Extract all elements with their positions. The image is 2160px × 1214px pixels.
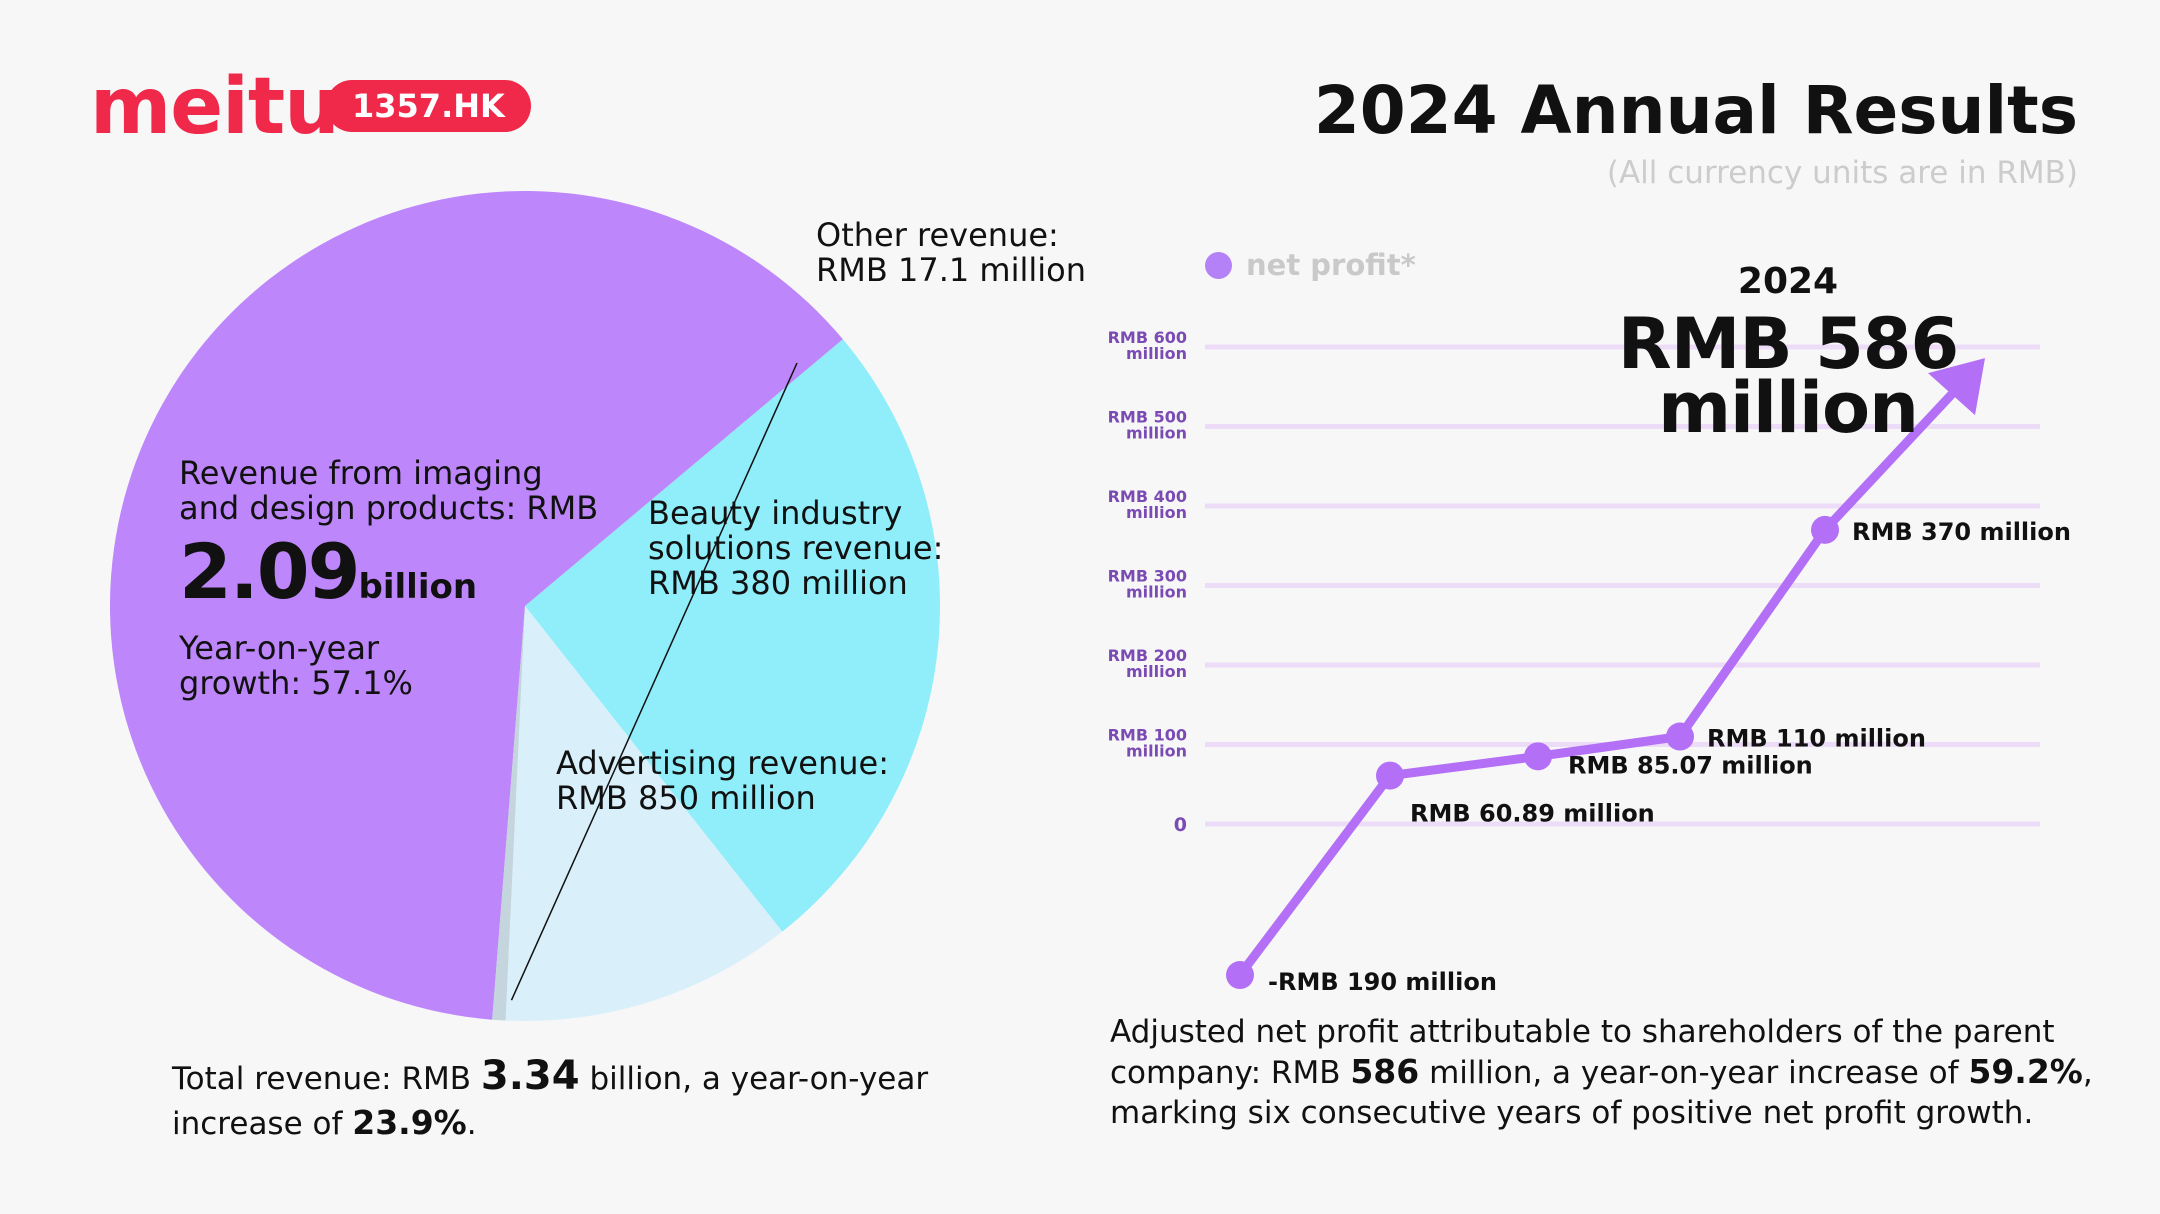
total-suffix: . — [466, 1106, 477, 1142]
data-label: RMB 110 million — [1707, 725, 1926, 753]
pie-slice-other — [492, 606, 525, 1021]
imaging-label-line1: Revenue from imaging — [179, 454, 543, 492]
advertising-label: Advertising revenue: RMB 850 million — [556, 746, 889, 816]
data-point — [1811, 515, 1839, 544]
data-point — [1524, 742, 1552, 771]
data-label: -RMB 190 million — [1268, 968, 1497, 996]
imaging-value: 2.09 — [179, 527, 361, 616]
profit-summary-line3: marking six consecutive years of positiv… — [1110, 1095, 2034, 1131]
imaging-growth-line1: Year-on-year — [179, 629, 380, 667]
y-tick-label: 0 — [1174, 814, 1187, 836]
profit-summary-line1: Adjusted net profit attributable to shar… — [1110, 1014, 2055, 1050]
total-pct: 23.9% — [352, 1103, 467, 1142]
total-revenue-summary: Total revenue: RMB 3.34 billion, a year-… — [172, 1055, 972, 1146]
profit-callout: 2024 RMB 586 million — [1588, 258, 1988, 449]
callout-year: 2024 — [1737, 261, 1839, 302]
legend-dot-icon — [1205, 251, 1232, 279]
callout-value-line1: RMB 586 — [1617, 303, 1959, 385]
other-label-line2: RMB 17.1 million — [816, 251, 1086, 289]
data-point — [1666, 722, 1694, 751]
y-tick-label: RMB 300 — [1108, 567, 1187, 586]
y-tick-label: million — [1126, 662, 1187, 681]
data-label: RMB 60.89 million — [1410, 800, 1655, 828]
total-value: 3.34 — [480, 1053, 580, 1099]
net-profit-summary: Adjusted net profit attributable to shar… — [1110, 1012, 2110, 1133]
y-tick-label: million — [1126, 742, 1187, 761]
total-middle: billion, a year-on-year — [579, 1061, 929, 1097]
imaging-label: Revenue from imaging and design products… — [179, 456, 598, 701]
y-tick-label: RMB 100 — [1108, 726, 1187, 745]
advertising-label-line1: Advertising revenue: — [556, 744, 889, 782]
y-tick-label: million — [1126, 583, 1187, 602]
data-label: RMB 370 million — [1852, 518, 2071, 546]
y-tick-label: RMB 400 — [1108, 487, 1187, 506]
other-label-line1: Other revenue: — [816, 216, 1059, 254]
imaging-label-line2: and design products: RMB — [179, 489, 599, 527]
imaging-growth-line2: growth: 57.1% — [179, 664, 413, 702]
profit-line2-suffix: , — [2082, 1055, 2093, 1091]
advertising-label-line2: RMB 850 million — [556, 779, 816, 817]
other-label: Other revenue: RMB 17.1 million — [816, 218, 1086, 288]
profit-line2-prefix: company: RMB — [1110, 1055, 1351, 1091]
y-tick-label: RMB 200 — [1108, 646, 1187, 665]
data-label: RMB 85.07 million — [1568, 751, 1813, 779]
logo-text: meitu — [90, 62, 340, 152]
beauty-label: Beauty industry solutions revenue: RMB 3… — [648, 496, 943, 601]
total-prefix: Total revenue: RMB — [172, 1061, 481, 1097]
other-leader-line — [510, 362, 798, 1001]
pie-slice-beauty — [505, 606, 783, 1021]
total-line2: increase of — [172, 1106, 353, 1142]
data-point — [1226, 961, 1254, 990]
page-title: 2024 Annual Results — [1313, 72, 2078, 149]
y-tick-label: million — [1126, 344, 1187, 363]
legend-label: net profit* — [1246, 248, 1416, 282]
ticker-badge: 1357.HK — [326, 80, 531, 132]
callout-value-line2: million — [1658, 367, 1919, 449]
callout-value: RMB 586 million — [1588, 303, 1988, 449]
y-tick-label: RMB 600 — [1108, 328, 1187, 347]
logo: meitu 1357.HK — [90, 62, 531, 152]
profit-line2-pct: 59.2% — [1968, 1052, 2083, 1091]
net-profit-line — [1235, 375, 1970, 980]
beauty-label-line1: Beauty industry — [648, 494, 903, 532]
profit-line2-middle: million, a year-on-year increase of — [1419, 1055, 1969, 1091]
profit-line2-value: 586 — [1350, 1052, 1420, 1091]
data-point — [1376, 761, 1404, 790]
pie-slice-advertising — [525, 339, 941, 932]
page-subtitle: (All currency units are in RMB) — [1606, 155, 2078, 191]
y-tick-label: million — [1126, 424, 1187, 443]
beauty-label-line3: RMB 380 million — [648, 564, 908, 602]
pie-slice-imaging — [110, 190, 843, 1020]
chart-legend: net profit* — [1205, 248, 1416, 282]
y-tick-label: million — [1126, 503, 1187, 522]
imaging-unit: billion — [358, 567, 478, 607]
imaging-value-row: 2.09billion — [179, 534, 598, 625]
arrow-head — [1928, 358, 1985, 416]
y-tick-label: RMB 500 — [1108, 408, 1187, 427]
profit-summary-line2: company: RMB 586 million, a year-on-year… — [1110, 1052, 2110, 1093]
beauty-label-line2: solutions revenue: — [648, 529, 944, 567]
